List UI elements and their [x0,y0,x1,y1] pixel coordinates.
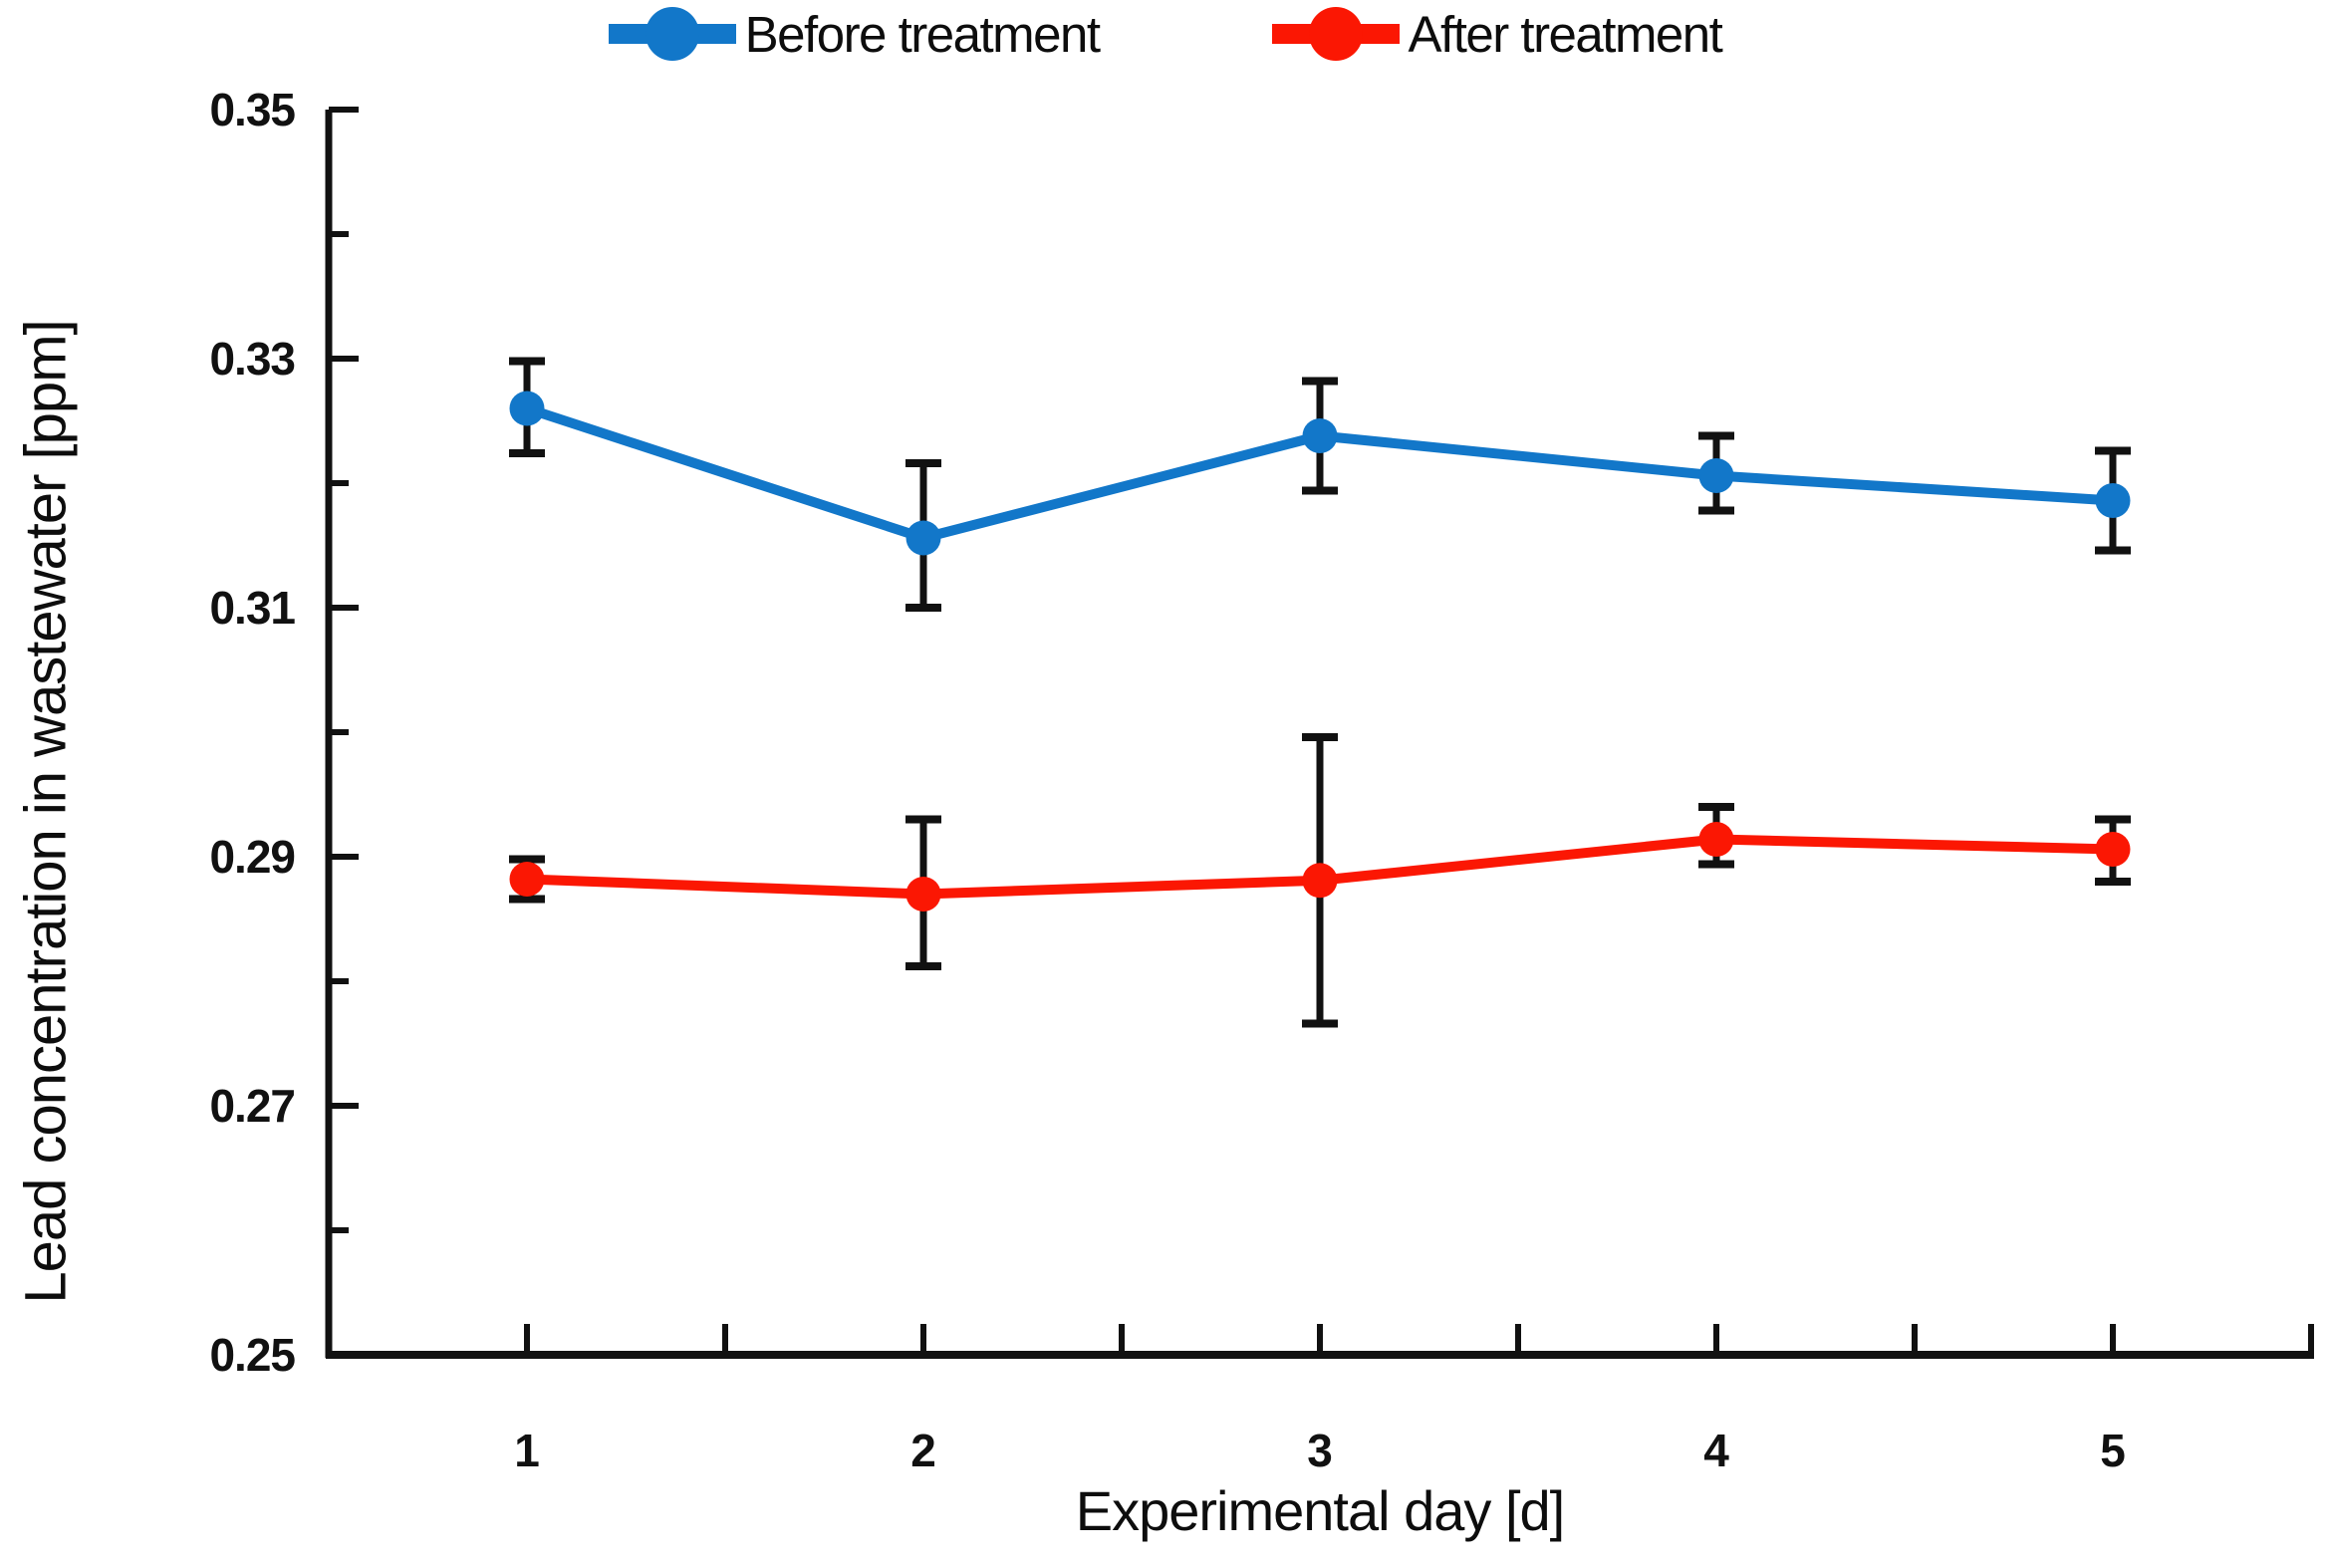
x-tick-label: 4 [1703,1425,1729,1476]
y-tick-label: 0.35 [209,84,295,135]
y-tick-label: 0.33 [209,333,295,385]
data-point-marker [1698,822,1734,857]
legend: Before treatment After treatment [0,4,2327,64]
axes: 0.35 0.33 0.31 0.29 0.27 0.25 1 2 3 4 5 [209,84,2314,1476]
data-point-marker [2095,832,2131,867]
legend-label: After treatment [1408,5,1723,63]
x-axis-title: Experimental day [d] [1075,1479,1565,1542]
legend-item-before-treatment: Before treatment [606,4,1101,64]
y-tick-label: 0.29 [209,831,295,883]
data-point-marker [1698,458,1734,493]
y-tick-label: 0.25 [209,1329,295,1381]
y-axis-title: Lead concentration in wastewater [ppm] [13,320,79,1304]
y-tick-label: 0.31 [209,582,295,634]
data-point-marker [905,877,941,912]
data-point-marker [509,862,545,897]
y-tick-label: 0.27 [209,1080,295,1132]
data-point-marker [509,391,545,426]
x-tick-label: 3 [1307,1425,1333,1476]
legend-marker-line-dot-icon [608,7,736,61]
data-point-marker [1302,863,1338,899]
data-point-marker [2095,483,2131,518]
legend-item-after-treatment: After treatment [1269,4,1723,64]
data-point-marker [1302,418,1338,453]
legend-label: Before treatment [744,5,1101,63]
series-after-treatment [509,733,2131,1028]
x-tick-label: 2 [910,1425,936,1476]
legend-marker-line-dot-icon [1271,7,1400,61]
series-before-treatment [509,357,2131,612]
x-tick-label: 1 [514,1425,540,1476]
x-tick-label: 5 [2100,1425,2126,1476]
data-point-marker [905,520,941,556]
